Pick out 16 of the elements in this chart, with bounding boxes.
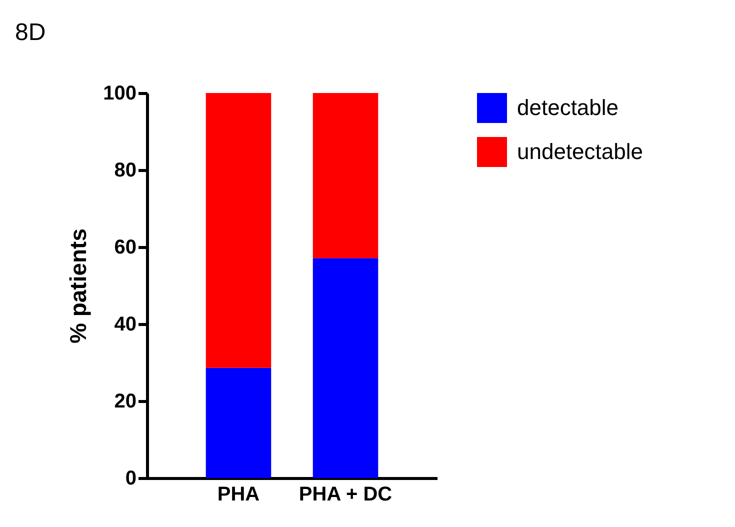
bar [206,368,272,478]
y-tick-label: 0 [125,468,136,490]
x-tick-label: PHA + DC [298,484,392,506]
legend-label: undetectable [517,139,643,164]
bar [312,93,378,258]
y-axis-title: % patients [65,228,92,344]
y-tick-label: 60 [114,236,136,258]
chart-title: 8D [15,19,46,46]
bar [312,258,378,478]
legend-label: detectable [517,95,619,120]
y-tick-label: 80 [114,160,136,182]
y-tick-label: 100 [103,82,136,104]
y-tick-label: 40 [114,314,136,336]
bar [206,93,272,368]
y-tick-label: 20 [114,390,136,412]
x-tick-label: PHA [217,484,260,506]
